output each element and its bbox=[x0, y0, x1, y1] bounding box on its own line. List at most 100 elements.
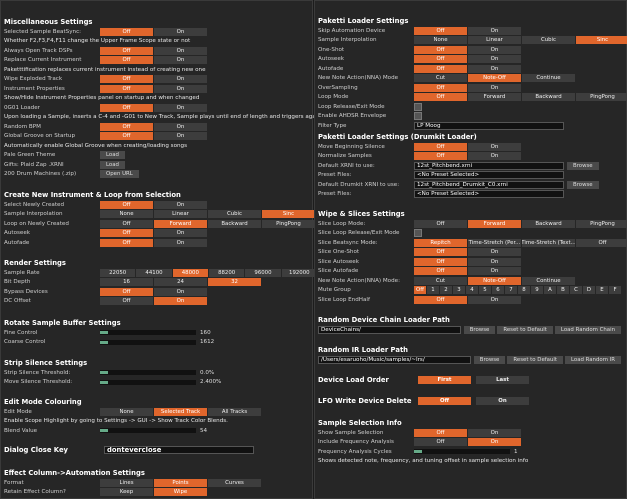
toggle-button[interactable]: On bbox=[154, 103, 207, 112]
toggle-button[interactable]: F bbox=[609, 286, 621, 295]
toggle-button[interactable]: On bbox=[154, 229, 207, 238]
dropdown[interactable]: LP Moog bbox=[414, 121, 564, 130]
toggle-button[interactable]: Forward bbox=[154, 219, 207, 228]
toggle-button[interactable]: Time-Stretch (Text... bbox=[522, 238, 575, 247]
toggle-button[interactable]: On bbox=[468, 257, 521, 266]
slider[interactable] bbox=[100, 428, 196, 434]
toggle-button[interactable]: Off bbox=[100, 238, 153, 247]
text-input[interactable]: DeviceChains/ bbox=[318, 325, 461, 334]
toggle-button[interactable]: On bbox=[154, 297, 207, 306]
toggle-button[interactable]: Off bbox=[414, 64, 467, 73]
toggle-button[interactable]: On bbox=[468, 55, 521, 64]
dropdown[interactable]: <No Preset Selected> bbox=[414, 171, 564, 180]
dropdown[interactable]: donteverclose bbox=[104, 445, 254, 454]
toggle-button[interactable]: 8 bbox=[518, 286, 530, 295]
toggle-button[interactable]: Note-Off bbox=[468, 74, 521, 83]
toggle-button[interactable]: Off bbox=[414, 142, 467, 151]
text-input[interactable]: 12st_Pitchbend_Drumkit_C0.xrni bbox=[414, 180, 564, 189]
toggle-button[interactable]: Off bbox=[100, 122, 153, 131]
toggle-button[interactable]: Off bbox=[414, 257, 467, 266]
toggle-button[interactable]: 4 bbox=[466, 286, 478, 295]
toggle-button[interactable]: 7 bbox=[505, 286, 517, 295]
toggle-button[interactable]: Keep bbox=[100, 488, 153, 497]
toggle-button[interactable]: Lines bbox=[100, 478, 153, 487]
action-button[interactable]: Browse bbox=[463, 325, 496, 334]
toggle-button[interactable]: All Tracks bbox=[208, 407, 261, 416]
toggle-button[interactable]: Off bbox=[414, 152, 467, 161]
toggle-button[interactable]: Off bbox=[576, 238, 627, 247]
toggle-button[interactable]: Off bbox=[414, 267, 467, 276]
toggle-button[interactable]: A bbox=[544, 286, 556, 295]
toggle-button[interactable]: Off bbox=[418, 396, 471, 405]
toggle-button[interactable]: On bbox=[468, 428, 521, 437]
toggle-button[interactable]: 24 bbox=[154, 278, 207, 287]
toggle-button[interactable]: Off bbox=[100, 132, 153, 141]
toggle-button[interactable]: Note-Off bbox=[468, 276, 521, 285]
toggle-button[interactable]: 192000 bbox=[281, 268, 317, 277]
toggle-button[interactable]: Off bbox=[414, 93, 467, 102]
text-input[interactable]: /Users/esaruoho/Music/samples/~Irs/ bbox=[318, 355, 471, 364]
toggle-button[interactable]: None bbox=[414, 36, 467, 45]
toggle-button[interactable]: 48000 bbox=[172, 268, 208, 277]
toggle-button[interactable]: On bbox=[154, 84, 207, 93]
toggle-button[interactable]: Off bbox=[414, 286, 426, 295]
toggle-button[interactable]: Off bbox=[100, 287, 153, 296]
toggle-button[interactable]: Linear bbox=[468, 36, 521, 45]
toggle-button[interactable]: On bbox=[154, 75, 207, 84]
toggle-button[interactable]: 22050 bbox=[100, 268, 136, 277]
action-button[interactable]: Open URL bbox=[100, 170, 139, 179]
toggle-button[interactable]: Linear bbox=[154, 210, 207, 219]
slider[interactable] bbox=[100, 339, 196, 345]
toggle-button[interactable]: Continue bbox=[522, 74, 575, 83]
slider[interactable] bbox=[100, 330, 196, 336]
toggle-button[interactable]: On bbox=[468, 152, 521, 161]
toggle-button[interactable]: PingPong bbox=[576, 93, 627, 102]
action-button[interactable]: Load Random IR bbox=[564, 355, 621, 364]
toggle-button[interactable]: On bbox=[154, 122, 207, 131]
toggle-button[interactable]: Sinc bbox=[262, 210, 315, 219]
toggle-button[interactable]: On bbox=[476, 396, 529, 405]
toggle-button[interactable]: C bbox=[570, 286, 582, 295]
toggle-button[interactable]: Last bbox=[476, 375, 529, 384]
toggle-button[interactable]: Off bbox=[100, 229, 153, 238]
action-button[interactable]: Reset to Default bbox=[497, 325, 553, 334]
toggle-button[interactable]: Off bbox=[100, 200, 153, 209]
toggle-button[interactable]: Off bbox=[100, 219, 153, 228]
toggle-button[interactable]: Off bbox=[100, 103, 153, 112]
action-button[interactable]: Browse bbox=[473, 355, 506, 364]
toggle-button[interactable]: On bbox=[154, 238, 207, 247]
toggle-button[interactable]: None bbox=[100, 210, 153, 219]
toggle-button[interactable]: Forward bbox=[468, 219, 521, 228]
action-button[interactable]: Reset to Default bbox=[507, 355, 563, 364]
toggle-button[interactable]: Selected Track bbox=[154, 407, 207, 416]
action-button[interactable]: Browse bbox=[567, 161, 599, 170]
toggle-button[interactable]: Continue bbox=[522, 276, 575, 285]
toggle-button[interactable]: Repitch bbox=[414, 238, 467, 247]
toggle-button[interactable]: First bbox=[418, 375, 471, 384]
toggle-button[interactable]: Off bbox=[100, 75, 153, 84]
toggle-button[interactable]: On bbox=[468, 142, 521, 151]
toggle-button[interactable]: On bbox=[468, 45, 521, 54]
toggle-button[interactable]: On bbox=[154, 46, 207, 55]
toggle-button[interactable]: On bbox=[154, 56, 207, 65]
toggle-button[interactable]: None bbox=[100, 407, 153, 416]
toggle-button[interactable]: Off bbox=[100, 84, 153, 93]
action-button[interactable]: Load bbox=[100, 151, 125, 160]
toggle-button[interactable]: On bbox=[468, 295, 521, 304]
toggle-button[interactable]: On bbox=[468, 438, 521, 447]
checkbox[interactable] bbox=[414, 102, 422, 111]
toggle-button[interactable]: Backward bbox=[522, 219, 575, 228]
toggle-button[interactable]: On bbox=[468, 64, 521, 73]
toggle-button[interactable]: On bbox=[154, 287, 207, 296]
toggle-button[interactable]: B bbox=[557, 286, 569, 295]
toggle-button[interactable]: Off bbox=[414, 219, 467, 228]
action-button[interactable]: Browse bbox=[567, 180, 599, 189]
toggle-button[interactable]: 5 bbox=[479, 286, 491, 295]
toggle-button[interactable]: On bbox=[468, 267, 521, 276]
toggle-button[interactable]: On bbox=[468, 26, 521, 35]
toggle-button[interactable]: 32 bbox=[208, 278, 261, 287]
toggle-button[interactable]: PingPong bbox=[576, 219, 627, 228]
toggle-button[interactable]: Cut bbox=[414, 74, 467, 83]
toggle-button[interactable]: PingPong bbox=[262, 219, 315, 228]
action-button[interactable]: Load Random Chain bbox=[554, 325, 621, 334]
